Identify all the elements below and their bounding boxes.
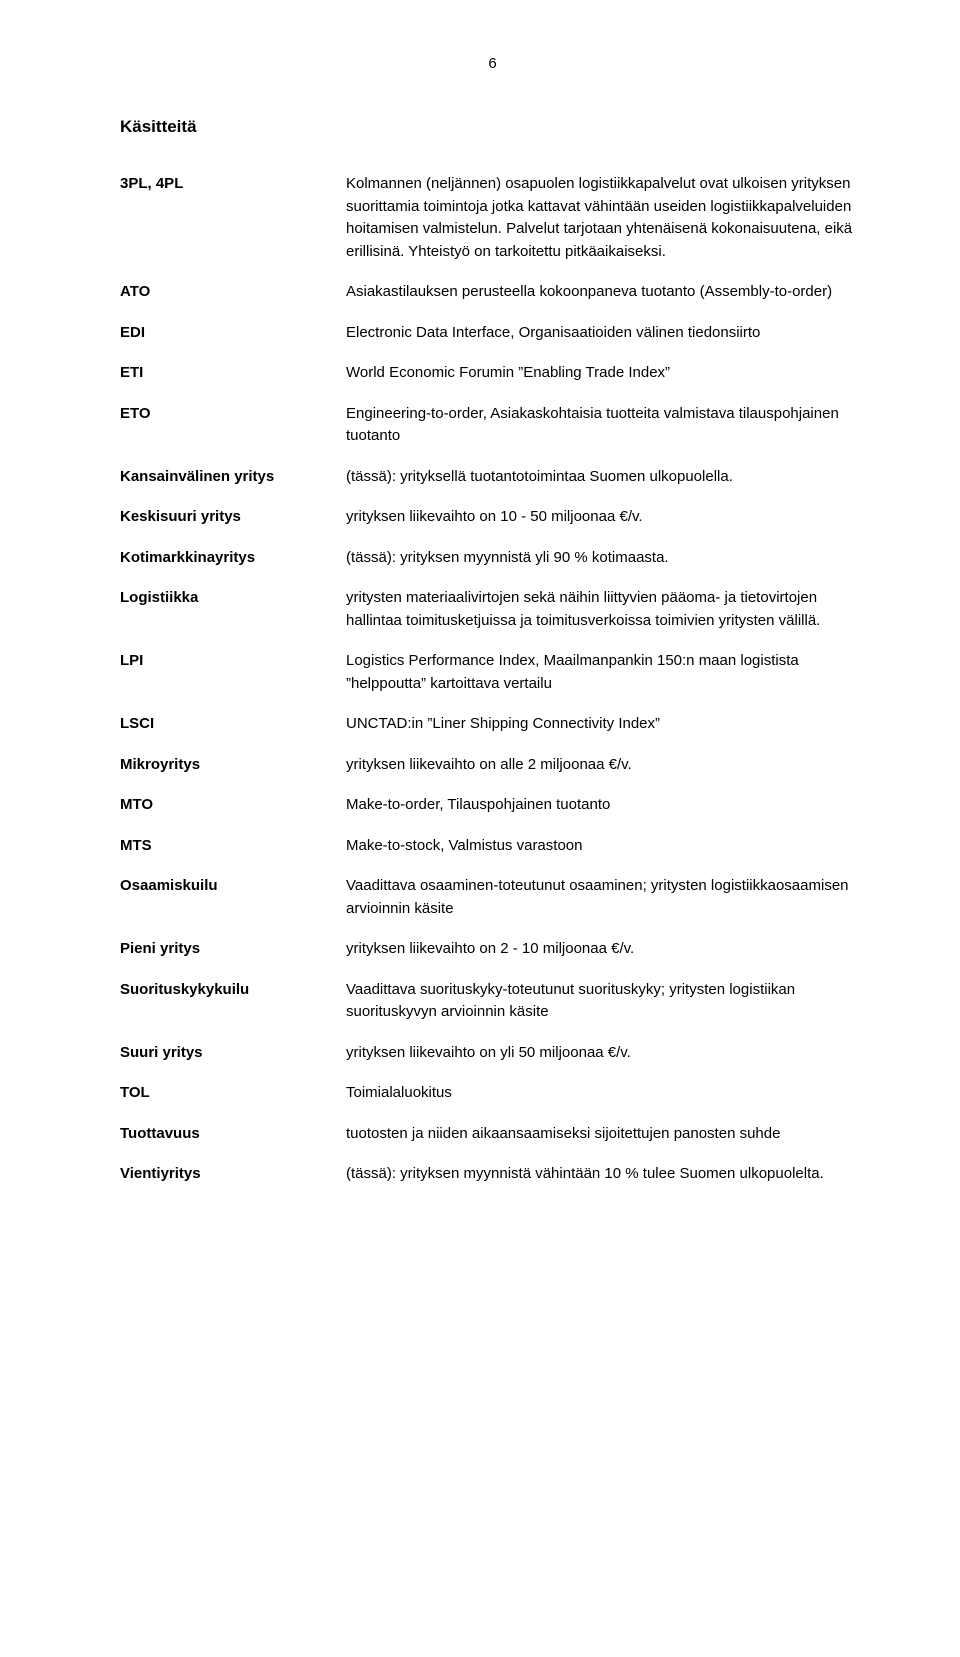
definition-entry: OsaamiskuiluVaadittava osaaminen-toteutu… bbox=[120, 875, 865, 920]
definition-entry: LPILogistics Performance Index, Maailman… bbox=[120, 650, 865, 695]
definition-term: Logistiikka bbox=[120, 587, 346, 632]
definition-entry: 3PL, 4PLKolmannen (neljännen) osapuolen … bbox=[120, 173, 865, 263]
definition-description: Vaadittava suorituskyky-toteutunut suori… bbox=[346, 979, 865, 1024]
definition-term: ETI bbox=[120, 362, 346, 385]
definition-term: 3PL, 4PL bbox=[120, 173, 346, 263]
definition-entry: Logistiikkayritysten materiaalivirtojen … bbox=[120, 587, 865, 632]
definition-description: (tässä): yrityksen myynnistä yli 90 % ko… bbox=[346, 547, 865, 570]
document-page: 6 Käsitteitä 3PL, 4PLKolmannen (neljänne… bbox=[0, 0, 960, 1657]
definition-entry: Kotimarkkinayritys(tässä): yrityksen myy… bbox=[120, 547, 865, 570]
definition-description: yrityksen liikevaihto on 10 - 50 miljoon… bbox=[346, 506, 865, 529]
definition-description: yrityksen liikevaihto on yli 50 miljoona… bbox=[346, 1042, 865, 1065]
definition-description: Asiakastilauksen perusteella kokoonpanev… bbox=[346, 281, 865, 304]
definition-description: World Economic Forumin ”Enabling Trade I… bbox=[346, 362, 865, 385]
definition-entry: Mikroyritysyrityksen liikevaihto on alle… bbox=[120, 754, 865, 777]
definition-description: (tässä): yrityksellä tuotantotoimintaa S… bbox=[346, 466, 865, 489]
page-number: 6 bbox=[120, 55, 865, 72]
definition-entry: Keskisuuri yritysyrityksen liikevaihto o… bbox=[120, 506, 865, 529]
definition-term: Keskisuuri yritys bbox=[120, 506, 346, 529]
definition-term: ETO bbox=[120, 403, 346, 448]
definition-description: Toimialaluokitus bbox=[346, 1082, 865, 1105]
definition-term: Osaamiskuilu bbox=[120, 875, 346, 920]
definition-term: EDI bbox=[120, 322, 346, 345]
definition-description: Logistics Performance Index, Maailmanpan… bbox=[346, 650, 865, 695]
definition-term: TOL bbox=[120, 1082, 346, 1105]
definition-entry: Tuottavuustuotosten ja niiden aikaansaam… bbox=[120, 1123, 865, 1146]
definition-description: UNCTAD:in ”Liner Shipping Connectivity I… bbox=[346, 713, 865, 736]
definition-description: (tässä): yrityksen myynnistä vähintään 1… bbox=[346, 1163, 865, 1186]
definition-term: Pieni yritys bbox=[120, 938, 346, 961]
definition-entry: Kansainvälinen yritys(tässä): yrityksell… bbox=[120, 466, 865, 489]
definition-entry: ETIWorld Economic Forumin ”Enabling Trad… bbox=[120, 362, 865, 385]
definition-description: tuotosten ja niiden aikaansaamiseksi sij… bbox=[346, 1123, 865, 1146]
definition-description: Make-to-order, Tilauspohjainen tuotanto bbox=[346, 794, 865, 817]
definition-entry: MTOMake-to-order, Tilauspohjainen tuotan… bbox=[120, 794, 865, 817]
definition-entry: ETOEngineering-to-order, Asiakaskohtaisi… bbox=[120, 403, 865, 448]
definition-entry: ATOAsiakastilauksen perusteella kokoonpa… bbox=[120, 281, 865, 304]
definition-term: MTS bbox=[120, 835, 346, 858]
definition-description: Make-to-stock, Valmistus varastoon bbox=[346, 835, 865, 858]
definition-term: LPI bbox=[120, 650, 346, 695]
definition-entry: Pieni yritysyrityksen liikevaihto on 2 -… bbox=[120, 938, 865, 961]
definition-entry: EDIElectronic Data Interface, Organisaat… bbox=[120, 322, 865, 345]
definition-description: Electronic Data Interface, Organisaatioi… bbox=[346, 322, 865, 345]
definition-entry: Vientiyritys(tässä): yrityksen myynnistä… bbox=[120, 1163, 865, 1186]
section-heading: Käsitteitä bbox=[120, 117, 865, 137]
definition-term: Suuri yritys bbox=[120, 1042, 346, 1065]
definition-entry: MTSMake-to-stock, Valmistus varastoon bbox=[120, 835, 865, 858]
definition-entry: LSCIUNCTAD:in ”Liner Shipping Connectivi… bbox=[120, 713, 865, 736]
definition-term: Tuottavuus bbox=[120, 1123, 346, 1146]
definition-description: Vaadittava osaaminen-toteutunut osaamine… bbox=[346, 875, 865, 920]
definition-description: Engineering-to-order, Asiakaskohtaisia t… bbox=[346, 403, 865, 448]
definition-list: 3PL, 4PLKolmannen (neljännen) osapuolen … bbox=[120, 173, 865, 1186]
definition-term: ATO bbox=[120, 281, 346, 304]
definition-term: Vientiyritys bbox=[120, 1163, 346, 1186]
definition-entry: Suuri yritysyrityksen liikevaihto on yli… bbox=[120, 1042, 865, 1065]
definition-entry: TOLToimialaluokitus bbox=[120, 1082, 865, 1105]
definition-term: Suorituskykykuilu bbox=[120, 979, 346, 1024]
definition-term: Mikroyritys bbox=[120, 754, 346, 777]
definition-term: Kotimarkkinayritys bbox=[120, 547, 346, 570]
definition-term: LSCI bbox=[120, 713, 346, 736]
definition-description: yrityksen liikevaihto on alle 2 miljoona… bbox=[346, 754, 865, 777]
definition-description: yrityksen liikevaihto on 2 - 10 miljoona… bbox=[346, 938, 865, 961]
definition-term: Kansainvälinen yritys bbox=[120, 466, 346, 489]
definition-description: yritysten materiaalivirtojen sekä näihin… bbox=[346, 587, 865, 632]
definition-term: MTO bbox=[120, 794, 346, 817]
definition-entry: SuorituskykykuiluVaadittava suorituskyky… bbox=[120, 979, 865, 1024]
definition-description: Kolmannen (neljännen) osapuolen logistii… bbox=[346, 173, 865, 263]
